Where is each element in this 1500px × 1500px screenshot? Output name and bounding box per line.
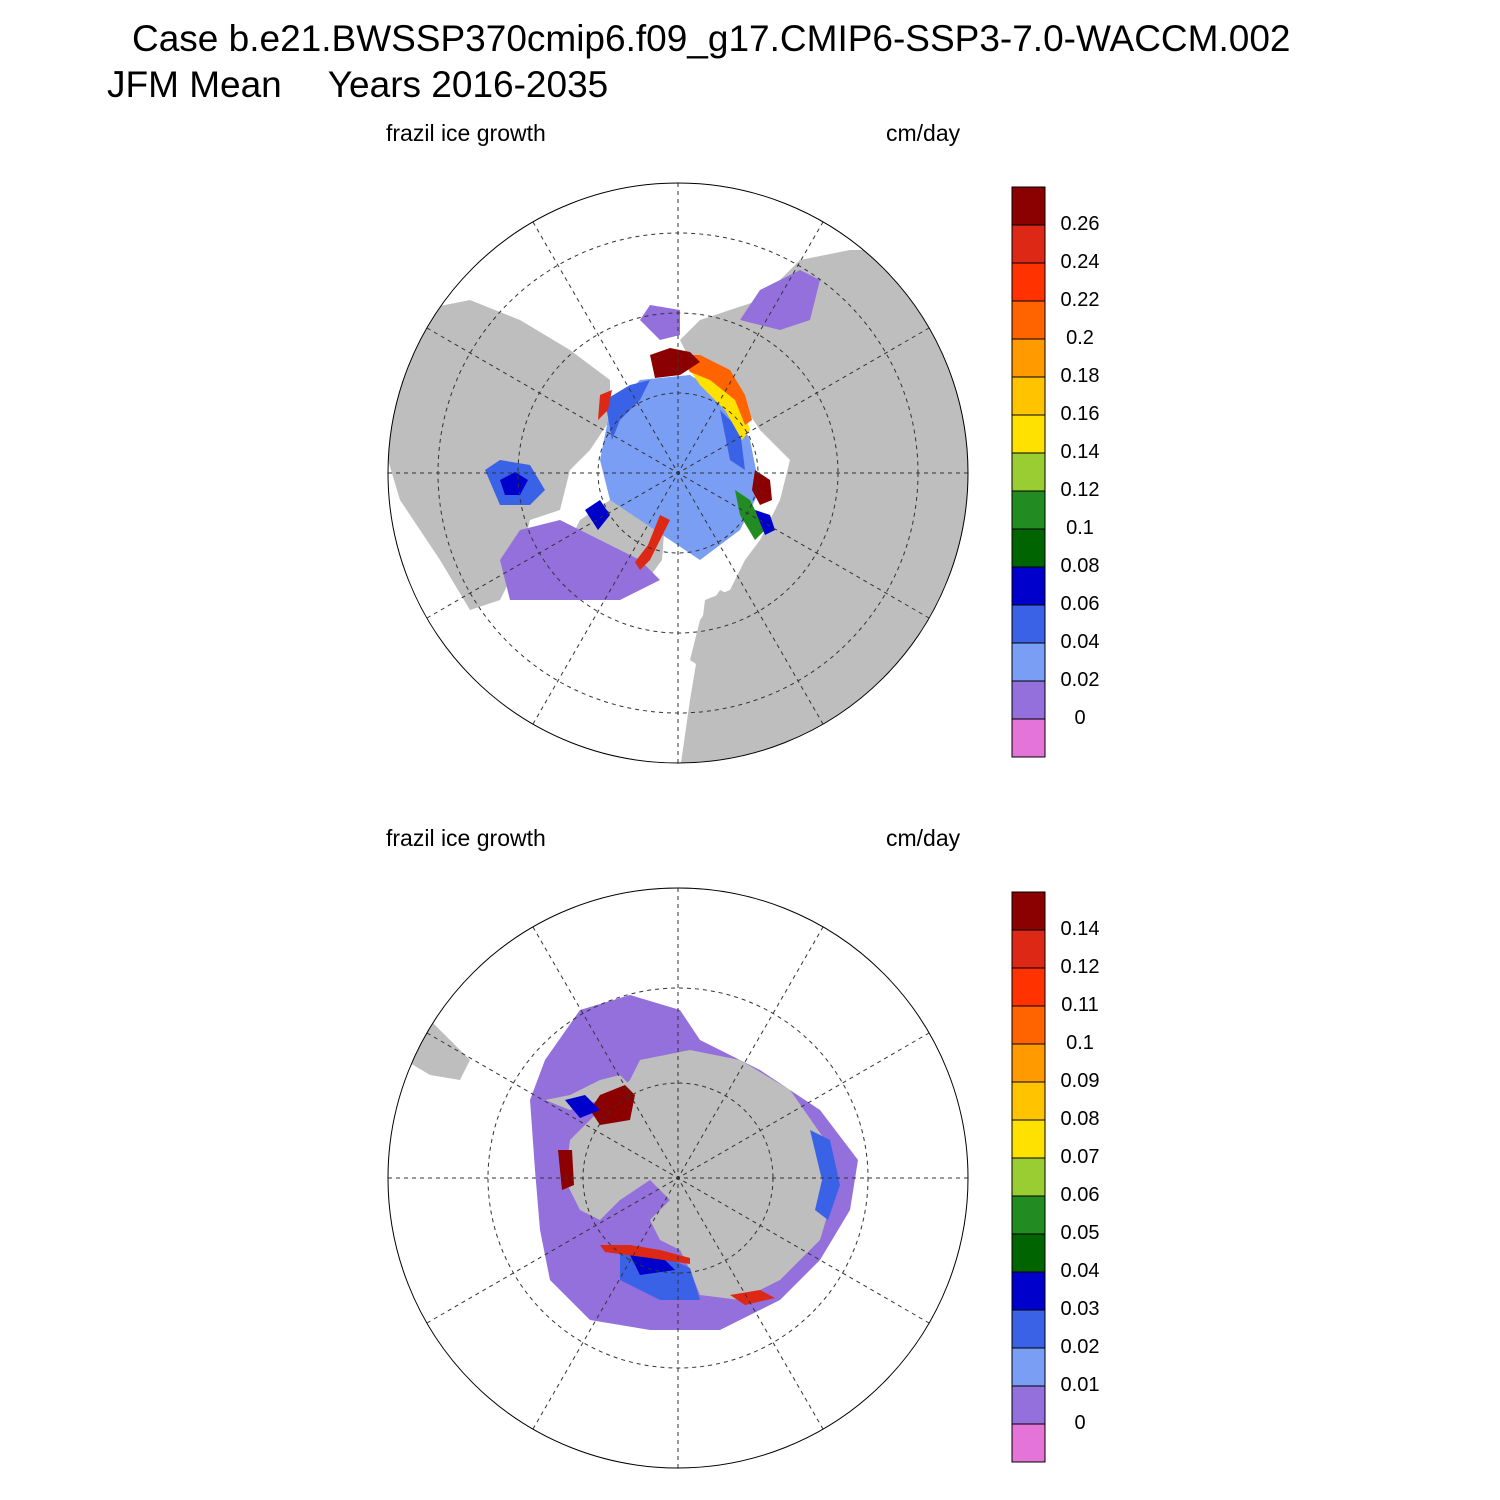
north-units-label: cm/day xyxy=(886,120,961,146)
south-colorbar-box xyxy=(1011,1309,1046,1349)
south-colorbar-label: 0.07 xyxy=(1060,1146,1100,1168)
case-title: Case b.e21.BWSSP370cmip6.f09_g17.CMIP6-S… xyxy=(132,18,1291,59)
south-colorbar-box xyxy=(1011,1423,1046,1463)
north-field-shelf-yellow xyxy=(690,368,750,440)
north-field-basin-light xyxy=(600,375,760,560)
north-field-hudson-dark xyxy=(500,472,528,495)
north-colorbar-box xyxy=(1011,262,1046,302)
north-colorbar-box xyxy=(1011,224,1046,264)
north-field-barents-green xyxy=(735,490,765,540)
south-colorbar-label: 0.12 xyxy=(1060,956,1100,978)
north-field-shelf-orange xyxy=(680,355,752,425)
south-colorbar-box xyxy=(1011,1157,1046,1197)
south-colorbar-box xyxy=(1011,1233,1046,1273)
north-field-bering xyxy=(640,305,680,340)
south-colorbar-box xyxy=(1011,1119,1046,1159)
north-colorbar-label: 0.06 xyxy=(1060,593,1100,615)
south-colorbar-box xyxy=(1011,929,1046,969)
south-colorbar-label: 0.08 xyxy=(1060,1108,1100,1130)
north-land-scandinavia xyxy=(690,590,750,680)
north-colorbar-label: 0.22 xyxy=(1060,289,1100,311)
north-colorbar-label: 0.16 xyxy=(1060,403,1100,425)
north-field-shelf-red xyxy=(650,348,772,505)
south-colorbar-label: 0.06 xyxy=(1060,1184,1100,1206)
north-colorbar-box xyxy=(1011,604,1046,644)
south-land-antarctica xyxy=(565,1050,835,1300)
south-graticule xyxy=(388,888,968,1468)
north-colorbar-label: 0.1 xyxy=(1066,517,1094,539)
north-field-canada-band xyxy=(598,390,612,420)
south-colorbar-box xyxy=(1011,1347,1046,1387)
south-colorbar-box xyxy=(1011,1005,1046,1045)
north-colorbar-box xyxy=(1011,490,1046,530)
north-map-border xyxy=(387,182,969,764)
north-field-greenland-band xyxy=(635,515,670,570)
north-colorbar-label: 0.12 xyxy=(1060,479,1100,501)
south-polar-map xyxy=(387,887,969,1469)
north-colorbar-box xyxy=(1011,566,1046,606)
south-colorbar-label: 0.14 xyxy=(1060,918,1100,940)
south-field-weddell-blue xyxy=(565,1095,600,1118)
south-colorbar xyxy=(1011,891,1046,1463)
south-colorbar-box xyxy=(1011,1081,1046,1121)
south-colorbar-box xyxy=(1011,891,1046,931)
south-colorbar-label: 0.03 xyxy=(1060,1298,1100,1320)
north-field-barents-blue xyxy=(755,510,775,535)
north-colorbar-label: 0.2 xyxy=(1066,327,1094,349)
north-colorbar-label: 0.18 xyxy=(1060,365,1100,387)
north-graticule xyxy=(388,183,968,763)
north-colorbar-label: 0 xyxy=(1074,707,1086,729)
south-colorbar-box xyxy=(1011,1385,1046,1425)
north-colorbar-box xyxy=(1011,452,1046,492)
north-land-north-america xyxy=(388,300,610,610)
south-colorbar-box xyxy=(1011,967,1046,1007)
north-field-baffin xyxy=(585,500,610,530)
south-field-label: frazil ice growth xyxy=(386,825,546,851)
south-colorbar-label: 0.01 xyxy=(1060,1374,1100,1396)
north-colorbar-box xyxy=(1011,642,1046,682)
south-colorbar-label: 0.11 xyxy=(1061,994,1099,1016)
north-colorbar-box xyxy=(1011,338,1046,378)
north-field-label: frazil ice growth xyxy=(386,120,546,146)
north-colorbar-box xyxy=(1011,300,1046,340)
north-colorbar-box xyxy=(1011,680,1046,720)
period-title: JFM Mean Years 2016-2035 xyxy=(107,64,608,106)
north-colorbar-box xyxy=(1011,528,1046,568)
north-colorbar xyxy=(1011,186,1046,758)
south-field-amundsen-red xyxy=(558,1150,574,1190)
north-polar-map xyxy=(387,182,969,764)
south-field-weddell-red xyxy=(590,1085,635,1125)
south-colorbar-box xyxy=(1011,1271,1046,1311)
north-colorbar-box xyxy=(1011,376,1046,416)
south-colorbar-label: 0.1 xyxy=(1066,1032,1094,1054)
north-colorbar-label: 0.26 xyxy=(1060,213,1100,235)
south-field-ross-red xyxy=(600,1245,690,1264)
south-colorbar-label: 0.05 xyxy=(1060,1222,1100,1244)
south-colorbar-label: 0.09 xyxy=(1060,1070,1100,1092)
north-colorbar-label: 0.24 xyxy=(1060,251,1100,273)
north-colorbar-label: 0.08 xyxy=(1060,555,1100,577)
south-field-eastcoast-band xyxy=(810,1130,840,1220)
north-field-lavender xyxy=(500,520,660,600)
north-colorbar-label: 0.14 xyxy=(1060,441,1100,463)
north-colorbar-box xyxy=(1011,414,1046,454)
south-colorbar-label: 0.04 xyxy=(1060,1260,1100,1282)
season-label: JFM Mean xyxy=(107,64,282,105)
south-colorbar-label: 0.02 xyxy=(1060,1336,1100,1358)
north-colorbar-box xyxy=(1011,718,1046,758)
north-colorbar-label: 0.02 xyxy=(1060,669,1100,691)
south-units-label: cm/day xyxy=(886,825,961,851)
south-colorbar-label: 0 xyxy=(1074,1412,1086,1434)
south-colorbar-box xyxy=(1011,1195,1046,1235)
south-map-border xyxy=(387,887,969,1469)
north-colorbar-label: 0.04 xyxy=(1060,631,1100,653)
years-label: Years 2016-2035 xyxy=(327,64,609,105)
north-land-eurasia xyxy=(680,250,968,763)
north-colorbar-box xyxy=(1011,186,1046,226)
south-field-eastcoast-red xyxy=(730,1290,775,1305)
south-colorbar-box xyxy=(1011,1043,1046,1083)
north-field-okhotsk xyxy=(740,270,820,330)
